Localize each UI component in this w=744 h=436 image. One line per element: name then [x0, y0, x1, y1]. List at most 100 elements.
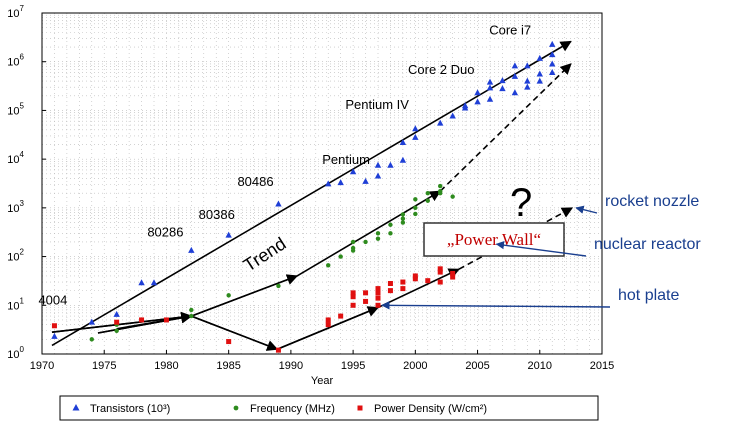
x-tick-label: 1975 [92, 360, 116, 372]
power-density-point [375, 286, 381, 292]
transistor-point [337, 179, 344, 186]
frequency-point [189, 313, 194, 319]
transistor-point [387, 161, 394, 168]
legend-entry: Transistors (10³) [90, 403, 170, 415]
trend-label: Trend [240, 233, 290, 275]
transistor-point [461, 102, 469, 109]
transistor-point [150, 279, 158, 286]
transistor-point [412, 125, 419, 132]
x-tick-label: 1970 [30, 360, 54, 372]
y-tick-label: 107 [7, 4, 24, 20]
transistor-point [138, 279, 145, 286]
power-density-point [139, 317, 145, 323]
trend-arrow-segment [51, 311, 193, 334]
trend-arrows [51, 40, 574, 351]
transistor-point [412, 133, 419, 140]
transistor-point [51, 332, 58, 339]
legend-box [59, 395, 599, 421]
y-axis: 100 101 102 103 104 105 106 107 [7, 4, 46, 361]
power-density-point [412, 273, 418, 279]
frequency-point [189, 307, 194, 313]
processor-label: 4004 [38, 292, 67, 307]
transistor-point [549, 60, 556, 67]
transistor-point [486, 95, 494, 102]
trend-arrow-segment [191, 315, 279, 351]
frequency-point [375, 236, 381, 241]
frequency-point [388, 222, 393, 227]
transistor-point [325, 180, 332, 187]
power-density-point [350, 302, 356, 308]
x-tick-label: 2005 [465, 360, 489, 372]
transistor-point [549, 69, 556, 76]
power-density-point [375, 302, 381, 308]
trend-arrow-segment [191, 274, 299, 317]
y-tick-label: 102 [7, 248, 24, 264]
frequency-point [425, 190, 430, 196]
legend-marker [233, 405, 239, 411]
frequency-point [350, 239, 356, 245]
frequency-point [413, 205, 418, 211]
transistor-point [474, 89, 481, 96]
grid [42, 13, 602, 354]
transistor-point [225, 231, 232, 238]
power-density-point [163, 317, 169, 323]
x-axis-label: Year [311, 375, 334, 387]
trend-arrow-dashed [439, 63, 572, 192]
power-density-point [450, 270, 456, 276]
power-density-point [275, 347, 281, 353]
frequency-point [438, 183, 443, 189]
data-points [51, 40, 556, 353]
frequency-point [114, 328, 119, 333]
power-density-point [387, 288, 393, 294]
y-tick-label: 101 [7, 296, 24, 312]
transistor-point [399, 156, 407, 163]
x-tick-label: 1980 [154, 360, 178, 372]
x-tick-label: 2000 [403, 360, 427, 372]
side-label: nuclear reactor [594, 236, 701, 253]
transistor-point [511, 72, 519, 79]
side-label: hot plate [618, 287, 679, 304]
transistor-point [511, 89, 519, 96]
frequency-point [413, 197, 418, 202]
transistor-point [474, 98, 481, 105]
x-tick-label: 2015 [590, 360, 614, 372]
power-wall-label: „Power Wall“ [447, 230, 541, 249]
frequency-point [350, 245, 356, 251]
power-density-point [375, 295, 381, 301]
processor-label: Core i7 [489, 22, 531, 37]
transistor-point [437, 119, 444, 126]
transistor-point [374, 161, 382, 168]
plot-frame [41, 12, 603, 355]
frequency-point [326, 263, 331, 268]
transistor-point [524, 62, 531, 69]
transistor-point [536, 54, 543, 61]
trend-arrow [51, 40, 572, 347]
transistor-point [188, 246, 195, 253]
power-density-point [350, 294, 356, 300]
power-wall-box: „Power Wall“ [423, 222, 565, 257]
transistor-point [88, 318, 95, 325]
power-density-point [425, 278, 431, 284]
frequency-point [89, 337, 94, 342]
legend-entry: Frequency (MHz) [250, 403, 335, 415]
power-density-point [412, 276, 418, 282]
processor-label: Core 2 Duo [408, 62, 474, 77]
y-tick-label: 103 [7, 199, 24, 215]
transistor-point [486, 84, 494, 91]
legend-marker [72, 404, 80, 411]
power-density-point [325, 322, 331, 328]
transistor-point [536, 77, 543, 84]
power-density-point [437, 269, 443, 275]
side-label: rocket nozzle [605, 193, 699, 210]
transistor-point [374, 172, 382, 179]
side-arrow [495, 240, 587, 257]
y-tick-label: 104 [7, 150, 24, 166]
trend-arrow-segment [276, 306, 380, 351]
y-tick-label: 100 [7, 345, 24, 361]
x-tick-label: 1985 [216, 360, 240, 372]
transistor-point [549, 40, 556, 47]
processor-label: 80386 [199, 207, 235, 222]
legend-entry: Power Density (W/cm²) [374, 403, 487, 415]
power-density-point [400, 286, 406, 292]
